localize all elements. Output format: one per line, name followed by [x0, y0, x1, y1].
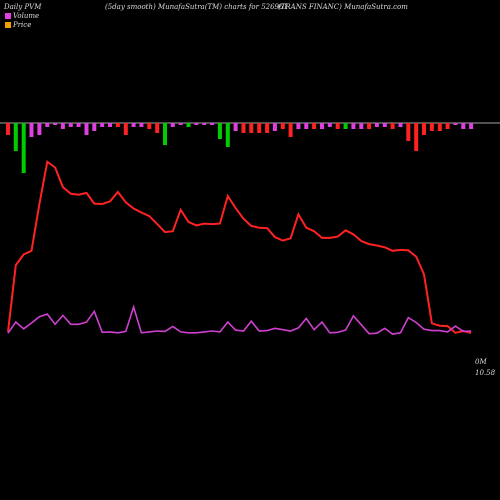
- volume-bar: [6, 123, 10, 135]
- legend-price-swatch: [5, 22, 11, 28]
- volume-bar: [359, 123, 364, 129]
- volume-bar: [257, 123, 262, 133]
- volume-bar: [147, 123, 152, 129]
- volume-bar: [13, 123, 18, 151]
- price-series-line: [7, 159, 472, 334]
- volume-bars: [6, 123, 474, 173]
- volume-bar: [241, 123, 246, 133]
- legend-volume-swatch: [5, 13, 11, 19]
- volume-bar: [186, 123, 191, 127]
- volume-bar: [155, 123, 160, 133]
- volume-bar: [163, 123, 167, 145]
- volume-bar: [272, 123, 277, 131]
- volume-bar: [202, 123, 207, 125]
- volume-bar: [37, 123, 42, 135]
- volume-bar: [406, 123, 411, 141]
- legend-price-label: Price: [13, 21, 32, 29]
- legend-volume: Volume: [5, 12, 39, 20]
- volume-bar: [60, 123, 65, 129]
- volume-bar: [445, 123, 450, 129]
- volume-bar: [68, 123, 73, 127]
- volume-bar: [265, 123, 270, 133]
- last-price-label: 10.58: [475, 369, 496, 377]
- volume-bar: [304, 123, 309, 129]
- volume-bar: [92, 123, 97, 131]
- volume-bar: [382, 123, 387, 127]
- volume-bar: [178, 123, 183, 125]
- volume-bar: [45, 123, 50, 127]
- volume-bar: [288, 123, 293, 137]
- volume-bar: [76, 123, 81, 127]
- volume-bar: [296, 123, 301, 129]
- volume-bar: [53, 123, 58, 125]
- volume-bar: [123, 123, 128, 135]
- volume-bar: [100, 123, 105, 127]
- volume-zero-label: 0M: [475, 358, 487, 366]
- volume-bar: [327, 123, 332, 127]
- volume-bar: [225, 123, 230, 147]
- legend-volume-label: Volume: [13, 12, 40, 20]
- volume-bar: [390, 123, 395, 129]
- volume-bar: [249, 123, 254, 133]
- volume-bar: [461, 123, 466, 129]
- volume-bar: [367, 123, 372, 129]
- volume-bar: [429, 123, 434, 131]
- volume-bar: [280, 123, 285, 129]
- volume-bar: [335, 123, 340, 129]
- volume-bar: [115, 123, 120, 127]
- chart-header-left: Daily PVM: [4, 3, 42, 11]
- volume-bar: [453, 123, 458, 125]
- legend-price: Price: [5, 21, 31, 29]
- volume-bar: [194, 123, 199, 125]
- volume-bar: [422, 123, 426, 135]
- volume-bar: [414, 123, 419, 151]
- volume-bar: [312, 123, 317, 129]
- volume-bar: [170, 123, 175, 127]
- volume-bar: [131, 123, 136, 127]
- volume-bar: [210, 123, 215, 125]
- volume-bar: [343, 123, 348, 129]
- volume-bar: [374, 123, 379, 127]
- volume-series-line: [7, 304, 472, 335]
- volume-bar: [469, 123, 474, 129]
- volume-bar: [139, 123, 144, 127]
- volume-bar: [21, 123, 26, 173]
- volume-bar: [29, 123, 34, 137]
- chart-header-center: (5day smooth) MunafaSutra(TM) charts for…: [105, 3, 288, 11]
- volume-bar: [84, 123, 89, 135]
- volume-bar: [108, 123, 112, 127]
- volume-bar: [217, 123, 222, 139]
- volume-bar: [351, 123, 356, 129]
- volume-bar: [437, 123, 442, 131]
- chart-header-right: (TRANS FINANC) MunafaSutra.com: [278, 3, 408, 11]
- volume-bar: [233, 123, 238, 131]
- volume-bar: [398, 123, 403, 127]
- volume-bar: [320, 123, 324, 129]
